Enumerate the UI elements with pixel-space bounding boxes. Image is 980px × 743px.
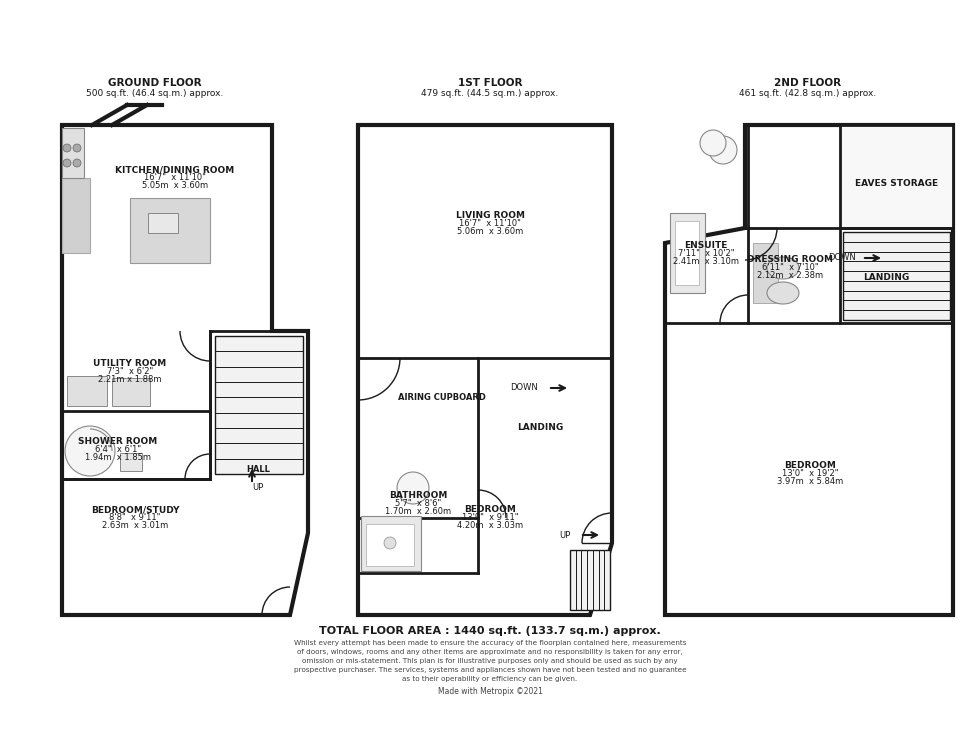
- Bar: [670, 213, 705, 293]
- Text: KITCHEN/DINING ROOM: KITCHEN/DINING ROOM: [116, 166, 234, 175]
- Text: prospective purchaser. The services, systems and appliances shown have not been : prospective purchaser. The services, sys…: [294, 667, 686, 673]
- Ellipse shape: [767, 257, 799, 279]
- Text: 16'7"  x 11'10": 16'7" x 11'10": [459, 218, 521, 227]
- Text: 461 sq.ft. (42.8 sq.m.) approx.: 461 sq.ft. (42.8 sq.m.) approx.: [739, 89, 877, 99]
- Text: 2.41m  x 3.10m: 2.41m x 3.10m: [673, 256, 739, 265]
- Text: 7'3"  x 6'2": 7'3" x 6'2": [107, 366, 153, 375]
- Bar: [62, 178, 90, 253]
- Text: 1.70m  x 2.60m: 1.70m x 2.60m: [385, 507, 451, 516]
- Bar: [570, 550, 610, 610]
- Ellipse shape: [767, 282, 799, 304]
- Text: 1ST FLOOR: 1ST FLOOR: [458, 78, 522, 88]
- Circle shape: [63, 159, 71, 167]
- Circle shape: [63, 144, 71, 152]
- Text: BEDROOM: BEDROOM: [784, 461, 836, 470]
- Text: 6'11"  x 7'10": 6'11" x 7'10": [761, 264, 818, 273]
- Text: DRESSING ROOM: DRESSING ROOM: [747, 256, 833, 265]
- Text: 13'0"  x 19'2": 13'0" x 19'2": [782, 469, 838, 478]
- Text: 2.12m  x 2.38m: 2.12m x 2.38m: [757, 271, 823, 281]
- Text: DOWN: DOWN: [511, 383, 538, 392]
- Text: 5.06m  x 3.60m: 5.06m x 3.60m: [457, 227, 523, 236]
- Text: DOWN: DOWN: [828, 253, 856, 262]
- Bar: [366, 524, 414, 566]
- Text: UP: UP: [560, 531, 570, 539]
- Text: ENSUITE: ENSUITE: [684, 241, 728, 250]
- Text: LIVING ROOM: LIVING ROOM: [456, 210, 524, 219]
- Bar: [62, 128, 84, 178]
- Bar: [67, 376, 107, 406]
- Text: EAVES STORAGE: EAVES STORAGE: [856, 178, 939, 187]
- Text: 2.21m x 1.88m: 2.21m x 1.88m: [98, 374, 162, 383]
- Bar: [843, 232, 950, 320]
- Text: 13'9"  x 9'11": 13'9" x 9'11": [462, 513, 518, 522]
- Text: 3.97m  x 5.84m: 3.97m x 5.84m: [777, 476, 843, 485]
- Text: 8'8"  x 9'11": 8'8" x 9'11": [110, 513, 161, 522]
- Text: BEDROOM: BEDROOM: [465, 505, 515, 514]
- Bar: [361, 516, 421, 571]
- Text: LANDING: LANDING: [516, 424, 564, 432]
- Text: BATHROOM: BATHROOM: [389, 490, 447, 499]
- Circle shape: [709, 136, 737, 164]
- Text: 16'7"  x 11'10": 16'7" x 11'10": [144, 174, 206, 183]
- Bar: [120, 453, 142, 471]
- Text: omission or mis-statement. This plan is for illustrative purposes only and shoul: omission or mis-statement. This plan is …: [302, 658, 678, 664]
- Text: 1.94m  x 1.85m: 1.94m x 1.85m: [85, 452, 151, 461]
- Text: Whilst every attempt has been made to ensure the accuracy of the floorplan conta: Whilst every attempt has been made to en…: [294, 640, 686, 646]
- Text: 5'7"  x 8'6": 5'7" x 8'6": [395, 499, 441, 507]
- Text: 2ND FLOOR: 2ND FLOOR: [774, 78, 842, 88]
- Text: GROUND FLOOR: GROUND FLOOR: [108, 78, 202, 88]
- Text: LANDING: LANDING: [862, 273, 909, 282]
- Text: 2.63m  x 3.01m: 2.63m x 3.01m: [102, 522, 169, 531]
- Text: 4.20m  x 3.03m: 4.20m x 3.03m: [457, 522, 523, 531]
- Text: BEDROOM/STUDY: BEDROOM/STUDY: [91, 505, 179, 514]
- Bar: [753, 243, 778, 303]
- Text: 7'11"  x 10'2": 7'11" x 10'2": [678, 248, 734, 258]
- Circle shape: [73, 159, 81, 167]
- Circle shape: [397, 472, 429, 504]
- Text: 6'4"  x 6'1": 6'4" x 6'1": [95, 444, 141, 453]
- Text: UTILITY ROOM: UTILITY ROOM: [93, 359, 167, 368]
- Text: SHOWER ROOM: SHOWER ROOM: [78, 436, 158, 446]
- Text: Made with Metropix ©2021: Made with Metropix ©2021: [437, 687, 543, 695]
- Bar: [112, 378, 150, 406]
- Text: TOTAL FLOOR AREA : 1440 sq.ft. (133.7 sq.m.) approx.: TOTAL FLOOR AREA : 1440 sq.ft. (133.7 sq…: [319, 626, 661, 636]
- Bar: [840, 125, 953, 228]
- Text: as to their operability or efficiency can be given.: as to their operability or efficiency ca…: [403, 676, 577, 682]
- Circle shape: [73, 144, 81, 152]
- Text: 5.05m  x 3.60m: 5.05m x 3.60m: [142, 181, 208, 190]
- Polygon shape: [358, 125, 612, 615]
- Bar: [130, 198, 210, 263]
- Polygon shape: [665, 125, 953, 615]
- Circle shape: [700, 130, 726, 156]
- Text: 479 sq.ft. (44.5 sq.m.) approx.: 479 sq.ft. (44.5 sq.m.) approx.: [421, 89, 559, 99]
- Text: HALL: HALL: [246, 464, 270, 473]
- Bar: [148, 213, 178, 233]
- Text: 500 sq.ft. (46.4 sq.m.) approx.: 500 sq.ft. (46.4 sq.m.) approx.: [86, 89, 223, 99]
- Circle shape: [65, 426, 115, 476]
- Circle shape: [384, 537, 396, 549]
- Bar: [675, 221, 699, 285]
- Text: UP: UP: [253, 482, 264, 492]
- Polygon shape: [62, 125, 308, 615]
- Bar: [215, 336, 303, 474]
- Text: of doors, windows, rooms and any other items are approximate and no responsibili: of doors, windows, rooms and any other i…: [297, 649, 683, 655]
- Text: AIRING CUPBOARD: AIRING CUPBOARD: [398, 394, 486, 403]
